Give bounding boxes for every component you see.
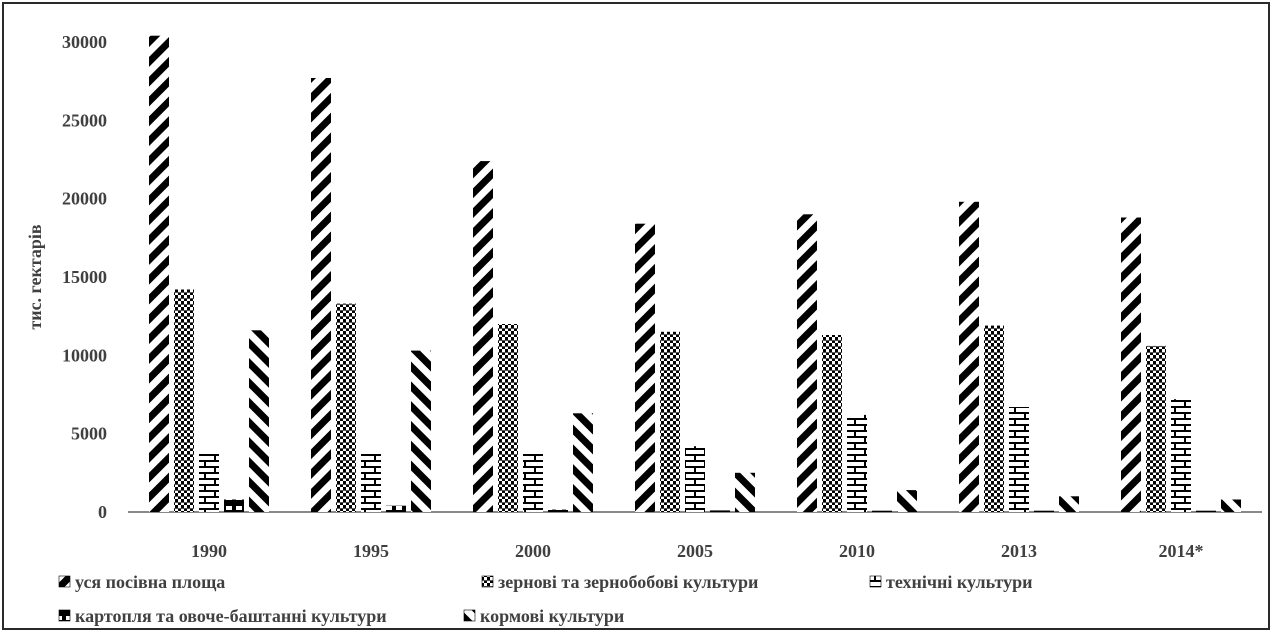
bar	[336, 303, 356, 512]
x-tick-labels: 1990 1995 2000 2005 2010 2013 2014*	[191, 541, 1204, 561]
y-axis-title: тис. гектарів	[25, 224, 45, 330]
bar	[685, 446, 705, 512]
bar	[224, 499, 244, 512]
bar	[1009, 407, 1029, 512]
x-tick-label: 1995	[353, 541, 389, 561]
y-tick-label: 0	[98, 502, 107, 522]
bar	[249, 330, 269, 512]
bar	[897, 490, 917, 512]
legend-item: картопля та овоче-баштанні культури	[58, 606, 387, 626]
bar	[1196, 510, 1216, 512]
bar	[797, 214, 817, 513]
bars-layer	[149, 35, 1241, 513]
legend-swatch	[481, 575, 494, 588]
bar	[411, 350, 431, 512]
legend-swatch	[58, 609, 71, 622]
legend-label: технічні культури	[886, 572, 1032, 592]
legend-label: кормові культури	[480, 606, 624, 626]
bar	[573, 413, 593, 512]
bar	[822, 335, 842, 512]
legend-swatch	[463, 609, 476, 622]
x-tick-label: 2014*	[1159, 541, 1204, 561]
bar	[635, 223, 655, 512]
bar	[1059, 496, 1079, 512]
bar	[548, 509, 568, 512]
y-tick-label: 30000	[62, 32, 107, 52]
y-tick-label: 10000	[62, 345, 107, 365]
bar	[149, 35, 169, 512]
x-tick-label: 2005	[677, 541, 713, 561]
legend-item: зернові та зернобобові культури	[481, 572, 758, 592]
y-tick-label: 25000	[62, 110, 107, 130]
y-tick-label: 5000	[71, 424, 107, 444]
bar	[361, 454, 381, 512]
legend: уся посівна площа зернові та зернобобові …	[58, 572, 1032, 626]
y-tick-label: 20000	[62, 189, 107, 209]
bar	[959, 201, 979, 513]
bar	[199, 454, 219, 512]
legend-swatch	[869, 575, 882, 588]
x-tick-label: 1990	[191, 541, 227, 561]
legend-label: картопля та овоче-баштанні культури	[75, 606, 387, 626]
y-tick-label: 15000	[62, 267, 107, 287]
x-tick-label: 2010	[839, 541, 875, 561]
legend-item: уся посівна площа	[58, 572, 225, 592]
bar	[660, 331, 680, 512]
legend-label: уся посівна площа	[75, 572, 225, 592]
legend-item: технічні культури	[869, 572, 1032, 592]
bar	[473, 161, 493, 512]
bar	[1034, 510, 1054, 512]
bar	[872, 510, 892, 512]
bar	[735, 472, 755, 512]
x-tick-label: 2000	[515, 541, 551, 561]
chart-svg: 0 5000 10000 15000 20000 25000 30000 тис. гекта…	[25, 32, 1262, 626]
legend-item: кормові культури	[463, 606, 624, 626]
bar	[386, 505, 406, 512]
bar	[710, 510, 730, 512]
legend-swatch	[58, 575, 71, 588]
bar	[1221, 499, 1241, 512]
bar	[498, 324, 518, 512]
bar	[1121, 217, 1141, 512]
bar	[311, 78, 331, 512]
x-tick-label: 2013	[1001, 541, 1037, 561]
bar	[174, 289, 194, 512]
bar	[1171, 399, 1191, 512]
bar	[523, 454, 543, 512]
bar	[1146, 345, 1166, 512]
bar	[984, 325, 1004, 512]
legend-label: зернові та зернобобові культури	[498, 572, 758, 592]
bar	[847, 414, 867, 512]
